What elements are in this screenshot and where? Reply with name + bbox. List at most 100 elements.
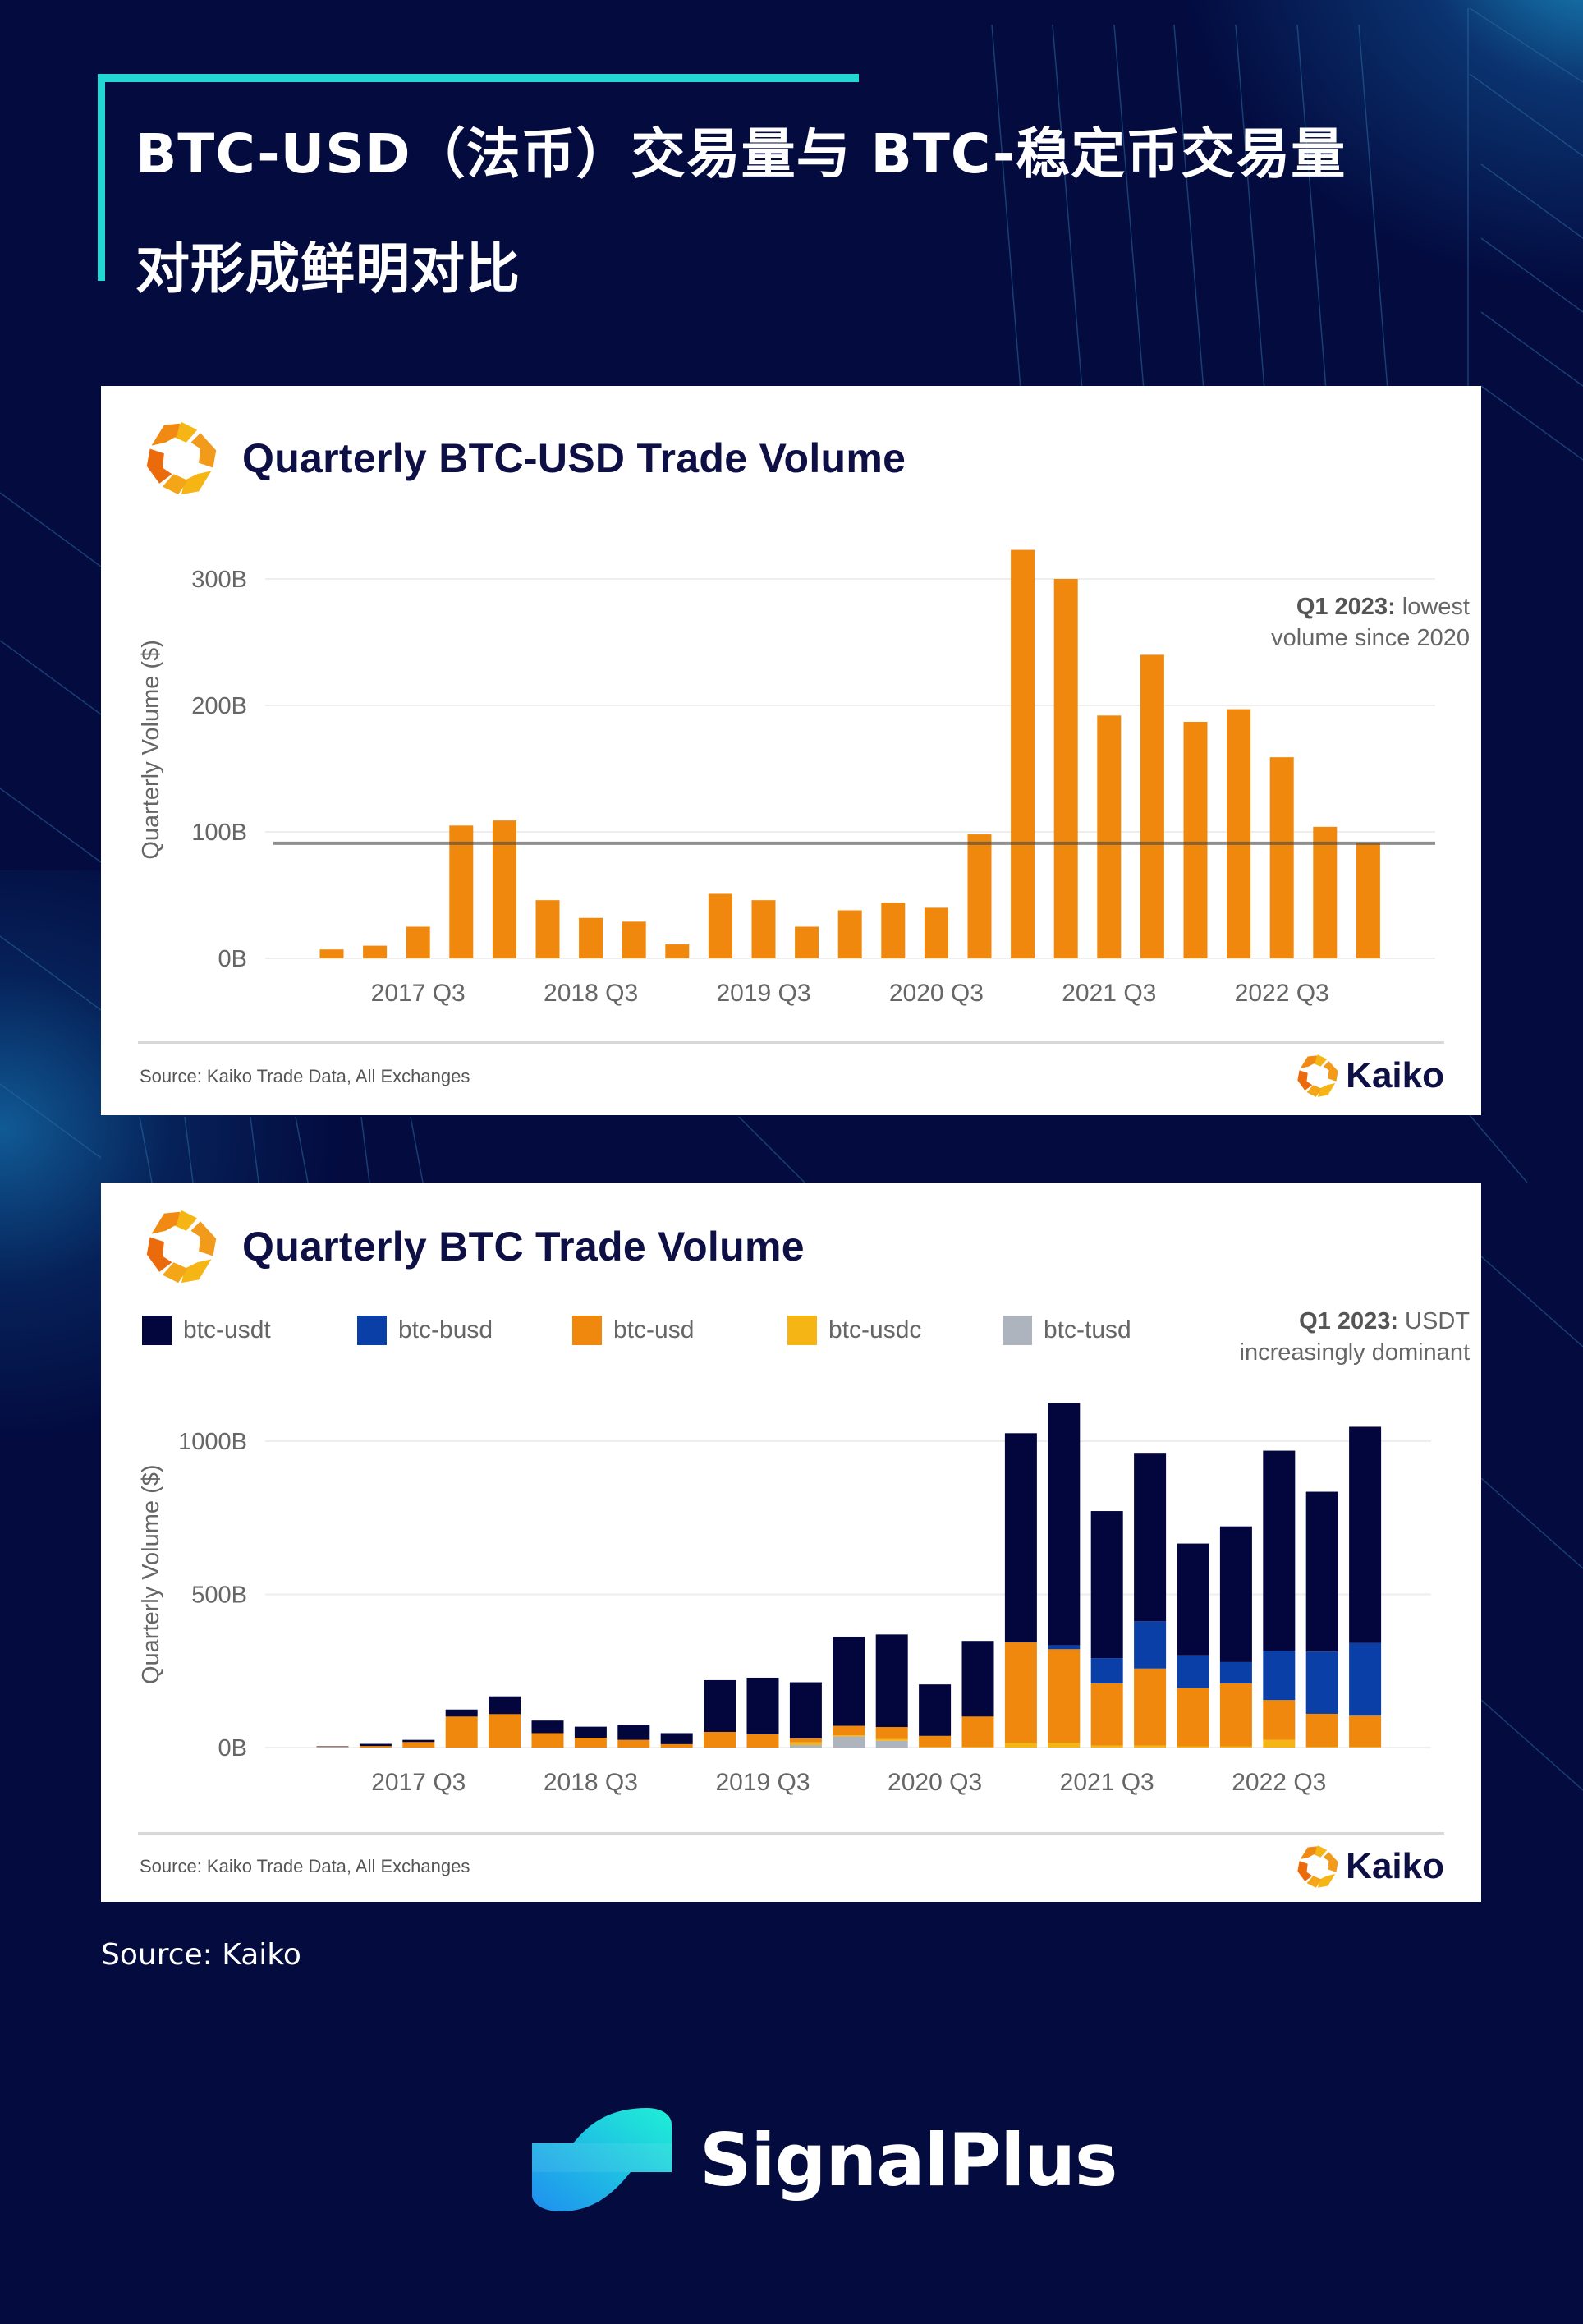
bar-segment-btc-usdt (316, 1746, 349, 1748)
bar (1269, 757, 1294, 958)
bar (579, 917, 603, 958)
bar-segment-btc-usdc (1219, 1746, 1252, 1748)
bar-segment-btc-usd (1004, 1642, 1037, 1743)
y-tick-label: 500B (191, 1582, 247, 1609)
bar (406, 926, 430, 958)
bar-segment-btc-usd (1090, 1683, 1123, 1746)
bar-segment-btc-busd (1219, 1661, 1252, 1684)
bar (1053, 579, 1078, 958)
legend-swatch (142, 1316, 172, 1345)
legend-label: btc-busd (398, 1316, 493, 1343)
bar-segment-btc-usdt (1219, 1526, 1252, 1662)
bar-segment-btc-usdt (1263, 1450, 1296, 1651)
bar (492, 820, 516, 958)
bar-segment-btc-usdc (875, 1738, 908, 1741)
x-tick-label: 2019 Q3 (716, 980, 810, 1007)
background-glow-top-right (1172, 0, 1583, 296)
bar-segment-btc-usdt (402, 1739, 435, 1743)
page-title-line-2: 对形成鲜明对比 (135, 237, 521, 301)
bar-segment-btc-usdt (961, 1641, 994, 1717)
bar-segment-btc-usdt (833, 1636, 865, 1726)
bar-segment-btc-usdt (1048, 1403, 1081, 1646)
x-tick-label: 2019 Q3 (715, 1769, 810, 1796)
bar-segment-btc-usdt (617, 1725, 650, 1740)
legend-swatch (1003, 1316, 1032, 1345)
bar-segment-btc-usdt (359, 1743, 392, 1747)
y-tick-label: 1000B (178, 1429, 247, 1455)
kaiko-logo-icon (1297, 1845, 1338, 1888)
bar-segment-btc-usdt (1177, 1543, 1209, 1656)
bar-segment-btc-usdt (919, 1684, 952, 1736)
bar-segment-btc-tusd (316, 1747, 349, 1748)
legend-label: btc-usdc (828, 1316, 922, 1343)
bar (449, 825, 474, 958)
bar-segment-btc-usdc (1048, 1743, 1081, 1748)
x-tick-label: 2020 Q3 (888, 1769, 982, 1796)
card-divider (138, 1832, 1444, 1835)
bar-segment-btc-usdt (1305, 1491, 1338, 1652)
x-tick-label: 2021 Q3 (1060, 1769, 1154, 1796)
bar-segment-btc-usd (833, 1725, 865, 1736)
bar (967, 834, 992, 958)
chart-btc-usd-volume: 0B 100B 200B 300B Quarterly Volume ($) 2017 Q… (138, 549, 1435, 1007)
x-tick-label: 2021 Q3 (1062, 980, 1156, 1007)
bar (837, 910, 862, 958)
bar (622, 921, 646, 958)
bar-segment-btc-usd (1305, 1713, 1338, 1748)
bar-segment-btc-usd (961, 1716, 994, 1748)
kaiko-brand-logo: Kaiko (1295, 1844, 1444, 1890)
chart-legend: btc-usdt btc-busd btc-usd btc-usdc btc-t… (142, 1316, 1218, 1345)
bar (319, 949, 344, 958)
bar-segment-btc-usdc (961, 1747, 994, 1748)
legend-swatch (572, 1316, 602, 1345)
chart-annotation: Q1 2023: lowest volume since 2020 (1271, 591, 1470, 654)
y-axis-title: Quarterly Volume ($) (138, 640, 164, 860)
y-tick-label: 0B (218, 946, 247, 972)
bar-segment-btc-usdt (1004, 1433, 1037, 1643)
kaiko-wordmark: Kaiko (1346, 1846, 1444, 1886)
bar-segment-btc-usdc (919, 1747, 952, 1748)
bar-segment-btc-usd (531, 1733, 564, 1748)
bar-segment-btc-usd (789, 1738, 822, 1743)
bar-segment-btc-usdt (704, 1679, 736, 1732)
y-tick-label: 0B (218, 1735, 247, 1761)
bar (535, 900, 560, 958)
bar-segment-btc-usd (316, 1746, 349, 1748)
bar-segment-btc-usdt (746, 1677, 779, 1734)
bar-segment-btc-tusd (789, 1745, 822, 1748)
bar-segment-btc-usdc (1177, 1746, 1209, 1748)
bar-segment-btc-usdc (833, 1735, 865, 1737)
card-header: Quarterly BTC Trade Volume (142, 1207, 805, 1286)
x-tick-label: 2020 Q3 (889, 980, 984, 1007)
bar-segment-btc-usdt (1090, 1511, 1123, 1659)
bar (1097, 715, 1122, 958)
bar-segment-btc-busd (1177, 1655, 1209, 1688)
x-tick-label: 2017 Q3 (371, 980, 466, 1007)
signalplus-wordmark: SignalPlus (700, 2117, 1117, 2202)
bar-segment-btc-usdc (789, 1742, 822, 1746)
bar-segment-btc-usdc (1134, 1745, 1167, 1748)
bar-segment-btc-usd (1349, 1715, 1382, 1748)
bar (795, 926, 819, 958)
bar (1183, 722, 1208, 958)
title-accent-bar-vertical (98, 74, 105, 281)
bar-segment-btc-usd (1177, 1688, 1209, 1747)
bar-segment-btc-usd (445, 1716, 478, 1748)
bar (1227, 709, 1251, 958)
bar (1011, 549, 1035, 958)
kaiko-logo-icon (146, 1210, 217, 1284)
legend-label: btc-usdt (183, 1316, 271, 1343)
bar (881, 903, 906, 958)
bar-segment-btc-busd (1263, 1651, 1296, 1701)
bar-segment-btc-usdc (1305, 1747, 1338, 1748)
bar-segment-btc-usdc (1349, 1747, 1382, 1748)
annotation-bold: Q1 2023: (1299, 1308, 1398, 1334)
bar-segment-btc-usd (875, 1727, 908, 1739)
bar-segment-btc-usd (1048, 1649, 1081, 1743)
bar-segment-btc-usd (746, 1734, 779, 1748)
bar-segment-btc-busd (1134, 1621, 1167, 1669)
annotation-line-2: volume since 2020 (1271, 625, 1470, 651)
bar (924, 907, 948, 958)
bar-segment-btc-usdc (1004, 1743, 1037, 1748)
